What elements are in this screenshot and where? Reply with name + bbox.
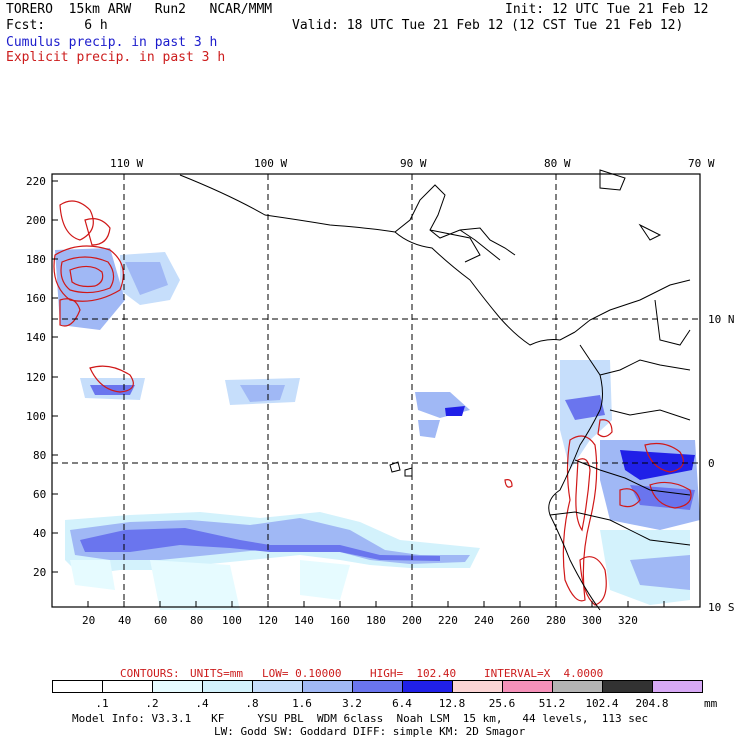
colorbar-label: 3.2	[342, 697, 362, 710]
colorbar-swatch	[652, 680, 703, 693]
colorbar-swatch	[152, 680, 203, 693]
y-tick-label: 100	[26, 410, 46, 423]
lat-lon-grid	[52, 174, 700, 607]
colorbar-swatch	[252, 680, 303, 693]
lon-label: 70 W	[688, 157, 715, 170]
x-tick-label: 260	[510, 614, 530, 627]
y-tick-label: 20	[33, 566, 47, 579]
x-tick-label: 220	[438, 614, 458, 627]
x-tick-label: 40	[118, 614, 132, 627]
colorbar-swatch	[452, 680, 503, 693]
colorbar-swatch	[502, 680, 553, 693]
lat-label: 0	[708, 457, 715, 470]
x-tick-label: 240	[474, 614, 494, 627]
colorbar-swatch	[602, 680, 653, 693]
x-tick-label: 60	[154, 614, 168, 627]
x-tick-label: 120	[258, 614, 278, 627]
colorbar-label: 6.4	[392, 697, 412, 710]
x-tick-label: 180	[366, 614, 386, 627]
y-tick-label: 40	[33, 527, 47, 540]
legend-explicit: Explicit precip. in past 3 h	[6, 50, 226, 65]
x-tick-label: 80	[190, 614, 204, 627]
colorbar-label: 12.8	[438, 697, 466, 710]
y-tick-label: 60	[33, 488, 47, 501]
colorbar-swatch	[352, 680, 403, 693]
colorbar-swatch	[52, 680, 103, 693]
lon-label: 90 W	[400, 157, 427, 170]
colorbar-swatch	[202, 680, 253, 693]
forecast-hour: Fcst: 6 h	[6, 18, 108, 33]
valid-time: Valid: 18 UTC Tue 21 Feb 12 (12 CST Tue …	[292, 18, 684, 33]
y-tick-label: 200	[26, 214, 46, 227]
x-tick-label: 200	[402, 614, 422, 627]
colorbar-label: .1	[95, 697, 109, 710]
colorbar-label: .4	[195, 697, 209, 710]
coastlines	[179, 169, 691, 611]
colorbar-swatch	[402, 680, 453, 693]
explicit-precip-contours	[53, 200, 692, 606]
physics-info: LW: Godd SW: Goddard DIFF: simple KM: 2D…	[214, 725, 526, 738]
colorbar-swatch	[102, 680, 153, 693]
x-tick-label: 280	[546, 614, 566, 627]
colorbar-label: 25.6	[488, 697, 516, 710]
x-tick-label: 300	[582, 614, 602, 627]
colorbar-label: 51.2	[538, 697, 566, 710]
contour-interval: INTERVAL=X 4.0000	[484, 667, 604, 680]
y-tick-label: 180	[26, 253, 46, 266]
colorbar-unit: mm	[704, 697, 718, 710]
contour-units: UNITS=mm	[190, 667, 243, 680]
colorbar-label: .8	[245, 697, 259, 710]
y-tick-label: 220	[26, 175, 46, 188]
x-tick-label: 100	[222, 614, 242, 627]
colorbar-label: 204.8	[635, 697, 669, 710]
colorbar-swatch	[302, 680, 353, 693]
title-line: TORERO 15km ARW Run2 NCAR/MMM	[6, 2, 273, 17]
x-tick-label: 20	[82, 614, 96, 627]
contour-high: HIGH= 102.40	[370, 667, 457, 680]
legend-cumulus: Cumulus precip. in past 3 h	[6, 35, 218, 50]
colorbar-swatch	[552, 680, 603, 693]
x-tick-label: 320	[618, 614, 638, 627]
lat-label: 10 N	[708, 313, 735, 326]
lon-label: 100 W	[254, 157, 288, 170]
init-time: Init: 12 UTC Tue 21 Feb 12	[505, 2, 709, 17]
colorbar-label: 102.4	[585, 697, 619, 710]
model-info: Model Info: V3.3.1 KF YSU PBL WDM 6class…	[72, 712, 649, 725]
x-tick-label: 140	[294, 614, 314, 627]
y-tick-label: 140	[26, 331, 46, 344]
contour-label: CONTOURS:	[120, 667, 180, 680]
y-tick-label: 160	[26, 292, 46, 305]
lat-label: 10 S	[708, 601, 735, 614]
cumulus-precip-shading	[55, 248, 700, 610]
axis-ticks	[52, 180, 665, 607]
colorbar-label: 1.6	[292, 697, 312, 710]
x-tick-label: 160	[330, 614, 350, 627]
y-tick-label: 120	[26, 371, 46, 384]
colorbar-label: .2	[145, 697, 159, 710]
contour-low: LOW= 0.10000	[262, 667, 342, 680]
lon-label: 110 W	[110, 157, 144, 170]
lon-label: 80 W	[544, 157, 571, 170]
y-tick-label: 80	[33, 449, 47, 462]
